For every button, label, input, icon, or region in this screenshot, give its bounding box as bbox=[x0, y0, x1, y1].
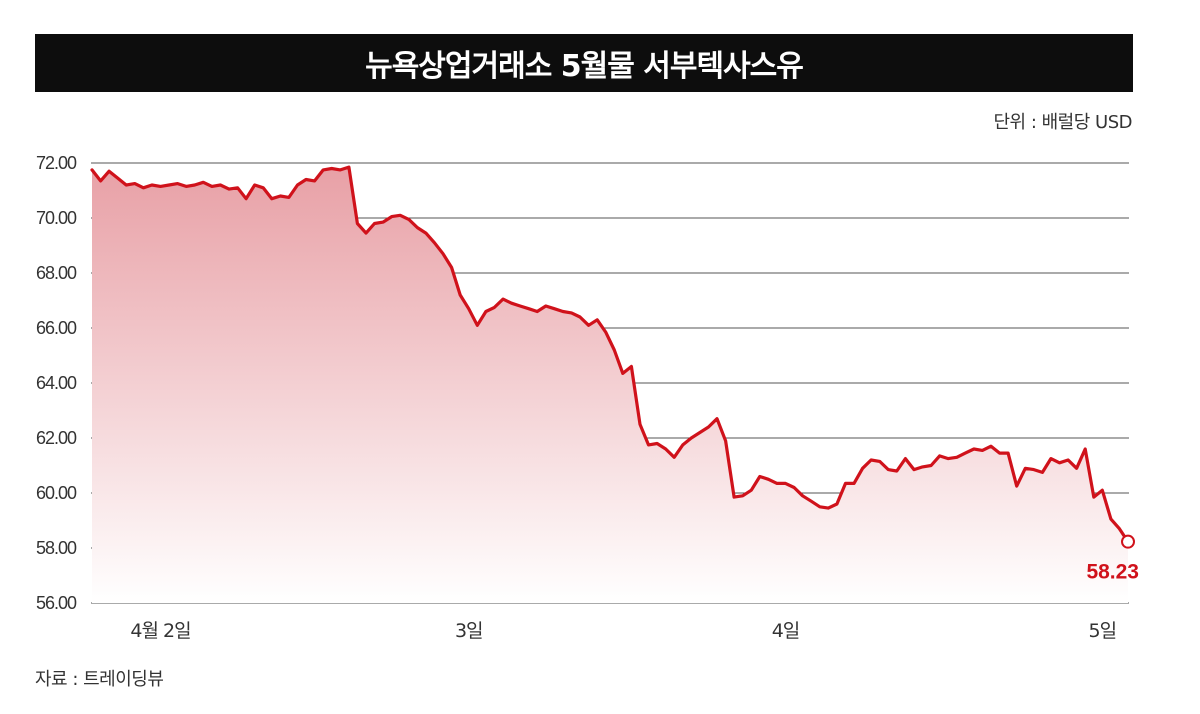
price-series-line bbox=[90, 165, 1130, 544]
x-tick-label: 4월 2일 bbox=[130, 620, 190, 642]
x-tick-label: 4일 bbox=[772, 620, 800, 642]
price-area-fill bbox=[92, 167, 1128, 603]
price-area-chart: 72.00 70.00 68.00 66.00 64.00 62.00 60.00 58.00… bbox=[36, 153, 1139, 642]
unit-label: 단위 : 배럴당 USD bbox=[993, 112, 1133, 133]
y-tick-label: 72.00 bbox=[36, 153, 77, 173]
y-tick-label: 60.00 bbox=[36, 483, 77, 503]
y-tick-label: 56.00 bbox=[36, 593, 77, 613]
y-tick-label: 58.00 bbox=[36, 538, 77, 558]
last-point-marker bbox=[1121, 534, 1135, 549]
last-value-label: 58.23 bbox=[1086, 561, 1139, 584]
x-tick-label: 3일 bbox=[455, 620, 483, 642]
y-tick-label: 64.00 bbox=[36, 373, 77, 393]
y-tick-label: 62.00 bbox=[36, 428, 77, 448]
x-tick-label: 5일 bbox=[1089, 620, 1117, 642]
chart-title: 뉴욕상업거래소 5월물 서부텍사스유 bbox=[35, 34, 1133, 92]
y-tick-label: 66.00 bbox=[36, 318, 77, 338]
y-tick-label: 68.00 bbox=[36, 263, 77, 283]
source-label: 자료 : 트레이딩뷰 bbox=[35, 669, 164, 690]
y-tick-label: 70.00 bbox=[36, 208, 77, 228]
